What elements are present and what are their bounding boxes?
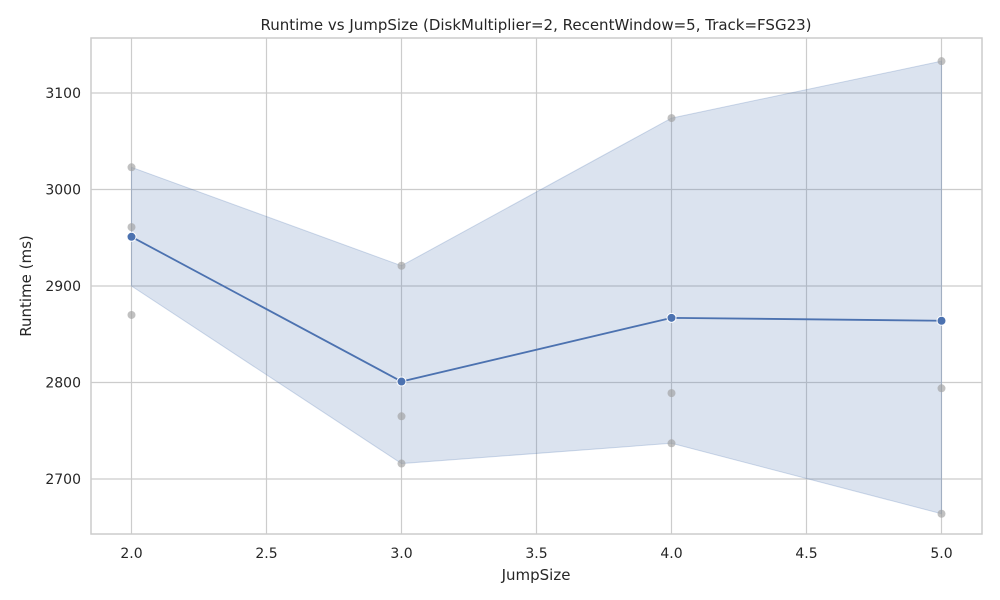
chart-title: Runtime vs JumpSize (DiskMultiplier=2, R… xyxy=(260,16,811,34)
mean-point-0 xyxy=(126,231,137,242)
mean-point-2 xyxy=(666,312,677,323)
raw-point-6 xyxy=(667,114,676,123)
mean-point-1 xyxy=(396,376,407,387)
raw-point-7 xyxy=(667,389,676,398)
raw-point-11 xyxy=(937,509,946,518)
axes-frame xyxy=(90,37,983,535)
x-tick-label-4: 4.0 xyxy=(660,546,682,562)
y-tick-label-4: 3100 xyxy=(45,86,81,102)
y-tick-label-0: 2700 xyxy=(45,472,81,488)
x-axis-label: JumpSize xyxy=(501,566,571,584)
y-tick-label-2: 2900 xyxy=(45,279,81,295)
mean-point-3 xyxy=(936,315,947,326)
grid-group xyxy=(91,38,982,534)
x-tick-label-0: 2.0 xyxy=(120,546,142,562)
raw-point-8 xyxy=(667,439,676,448)
y-tick-label-3: 3000 xyxy=(45,183,81,199)
mean-series-line xyxy=(131,235,942,383)
raw-points-group xyxy=(127,57,946,518)
raw-point-5 xyxy=(397,459,406,468)
x-tick-label-1: 2.5 xyxy=(255,546,277,562)
raw-point-4 xyxy=(397,412,406,421)
raw-point-2 xyxy=(127,310,136,319)
axes-frame-group xyxy=(90,37,983,535)
x-tick-label-3: 3.5 xyxy=(525,546,547,562)
y-axis-label: Runtime (ms) xyxy=(17,235,35,337)
raw-point-0 xyxy=(127,163,136,172)
tick-labels-group: 2.0 2.5 3.0 3.5 4.0 4.5 5.0 2700 2800 2900 3000 310… xyxy=(45,86,952,562)
raw-point-10 xyxy=(937,384,946,393)
x-tick-label-2: 3.0 xyxy=(390,546,412,562)
raw-point-1 xyxy=(127,223,136,232)
y-tick-label-1: 2800 xyxy=(45,375,81,391)
raw-point-3 xyxy=(397,261,406,270)
mean-line-group xyxy=(126,231,947,387)
x-tick-label-6: 5.0 xyxy=(930,546,952,562)
raw-point-9 xyxy=(937,57,946,66)
x-tick-label-5: 4.5 xyxy=(795,546,817,562)
